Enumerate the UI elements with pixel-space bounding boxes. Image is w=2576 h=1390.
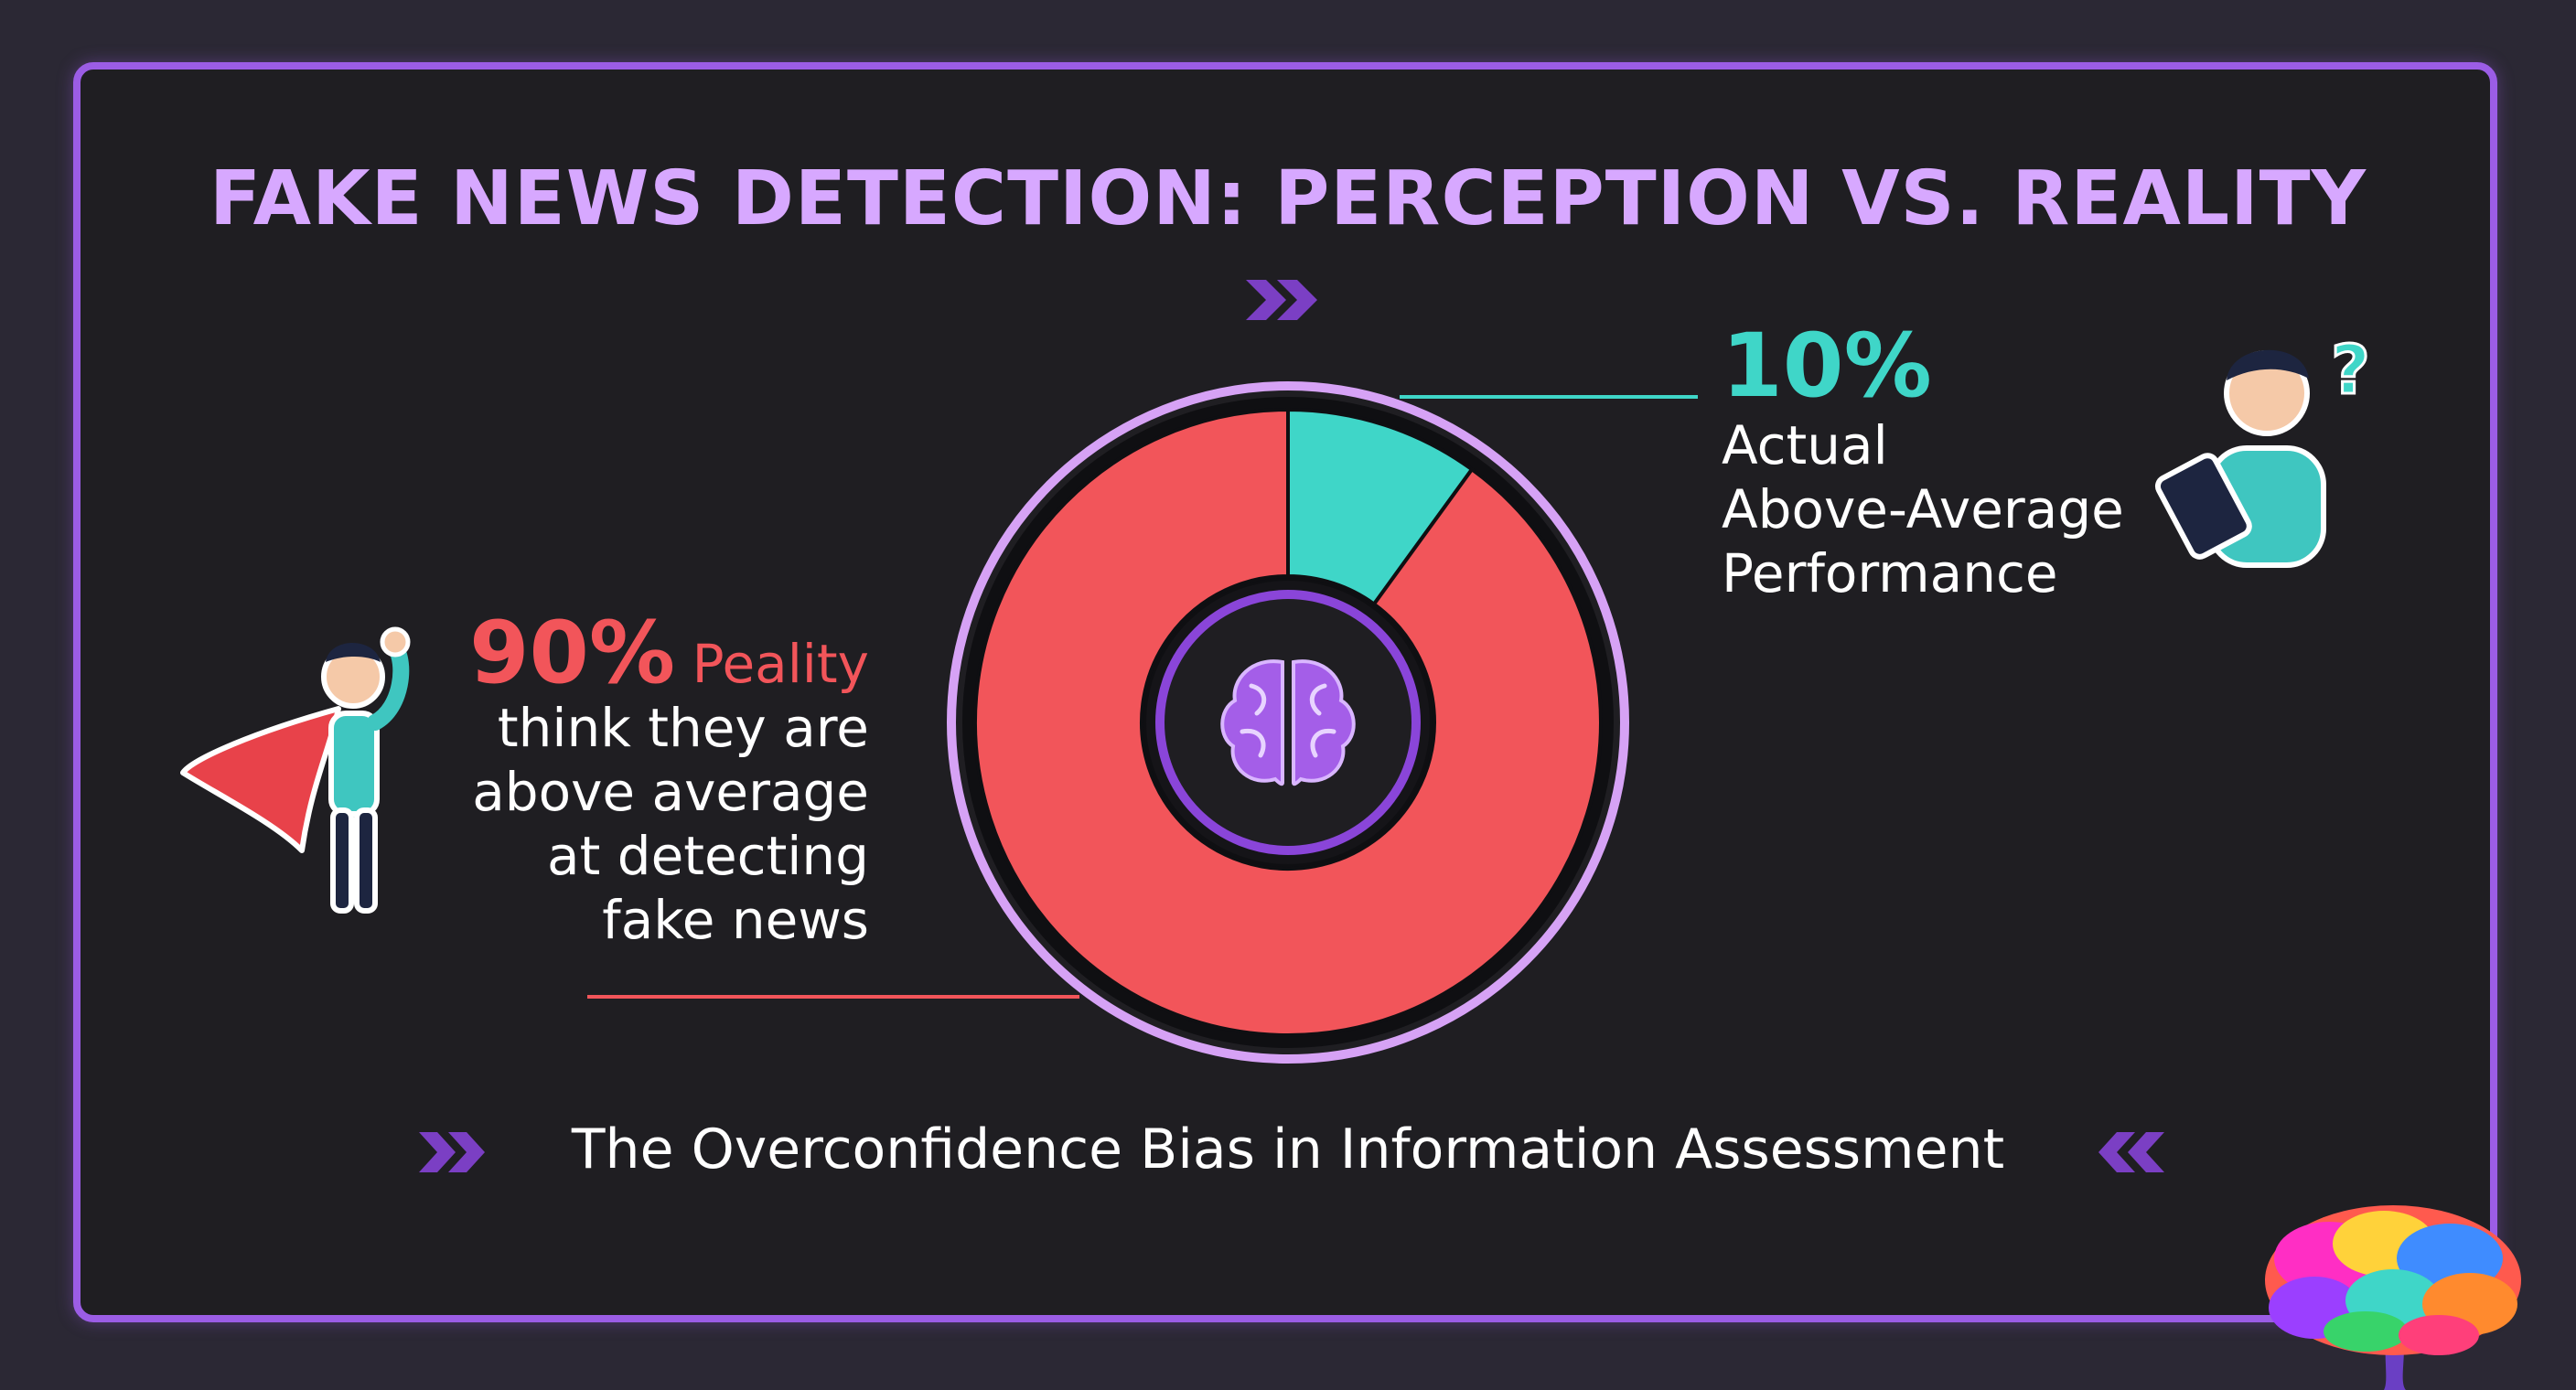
reality-line-1: Actual xyxy=(1722,414,1888,476)
double-chevron-right-icon xyxy=(1246,280,1317,320)
perception-word: Peality xyxy=(692,633,869,695)
svg-text:?: ? xyxy=(2331,331,2370,410)
reality-percent: 10% xyxy=(1722,315,1932,417)
reality-label: 10% Actual Above-Average Performance xyxy=(1722,318,2124,605)
reality-line-3: Performance xyxy=(1722,542,2058,604)
perception-heading: 90% Peality xyxy=(430,611,869,697)
perception-line-4: fake news xyxy=(602,889,869,951)
double-chevron-left-icon xyxy=(2098,1132,2164,1172)
donut-slice-90 xyxy=(972,407,1603,1037)
reality-line-2: Above-Average xyxy=(1722,478,2124,540)
perception-percent: 90% xyxy=(469,604,676,703)
perception-label: 90% Peality think they are above average… xyxy=(430,611,869,952)
subtitle: The Overconfidence Bias in Information A… xyxy=(571,1117,2005,1182)
brain-icon xyxy=(1220,659,1356,786)
donut-slices xyxy=(972,407,1603,1037)
double-chevron-right-icon xyxy=(419,1132,485,1172)
donut-inner-ring xyxy=(1155,590,1421,855)
confused-person-tablet-icon: ? xyxy=(2154,330,2371,568)
colorful-brain-logo-icon xyxy=(2265,1205,2521,1390)
superhero-icon xyxy=(180,626,411,914)
perception-line-1: think they are xyxy=(497,697,869,759)
perception-line-2: above average xyxy=(472,761,869,823)
perception-line-3: at detecting xyxy=(547,825,869,887)
chart-title: FAKE NEWS DETECTION: PERCEPTION VS. REAL… xyxy=(209,155,2367,242)
